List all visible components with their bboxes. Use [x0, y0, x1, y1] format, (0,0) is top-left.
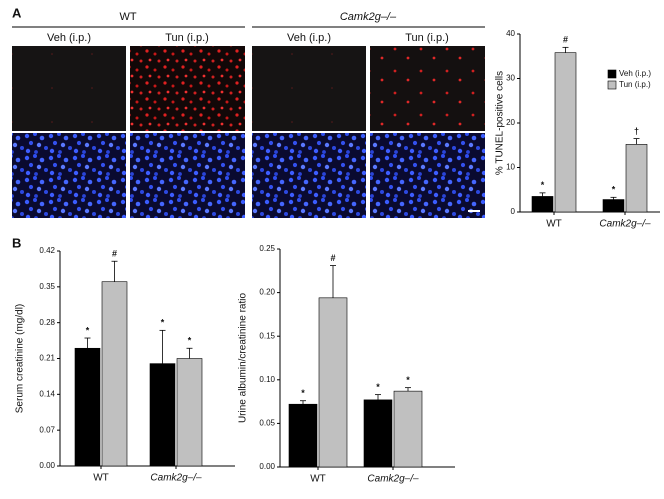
y-axis-title: % TUNEL-positive cells — [495, 71, 506, 175]
y-tick-label: 0.15 — [259, 331, 275, 340]
x-tick-label: Camk2g–/– — [150, 473, 202, 484]
bar — [393, 390, 423, 468]
bar — [74, 347, 101, 467]
legend-swatch — [607, 69, 617, 79]
significance-marker: * — [541, 180, 545, 190]
x-tick-label: WT — [546, 219, 562, 230]
x-tick-label: WT — [93, 473, 109, 484]
bar — [531, 196, 554, 213]
x-tick-label: Camk2g–/– — [599, 219, 651, 230]
condition-label: Veh (i.p.) — [47, 32, 91, 44]
significance-marker: * — [406, 375, 410, 385]
y-tick-label: 40 — [506, 29, 515, 38]
significance-marker: † — [634, 126, 639, 136]
group-label: Camk2g–/– — [340, 11, 397, 23]
micrograph — [370, 133, 485, 218]
y-tick-label: 0.00 — [259, 462, 275, 471]
x-tick-label: WT — [310, 474, 326, 485]
y-tick-label: 0.05 — [259, 419, 275, 428]
y-tick-label: 0 — [511, 207, 516, 216]
significance-marker: * — [376, 382, 380, 392]
bar — [554, 52, 577, 213]
significance-marker: # — [563, 35, 568, 45]
bar — [625, 144, 648, 213]
micrograph — [12, 46, 126, 131]
group-label: WT — [119, 11, 136, 23]
y-axis-title: Urine albumin/creatinine ratio — [238, 293, 249, 424]
significance-marker: # — [112, 249, 117, 259]
significance-marker: * — [301, 388, 305, 398]
significance-marker: * — [86, 325, 90, 335]
condition-label: Veh (i.p.) — [287, 32, 331, 44]
y-tick-label: 0.35 — [39, 282, 55, 291]
y-tick-label: 20 — [506, 118, 515, 127]
significance-marker: * — [612, 185, 616, 195]
y-tick-label: 0.21 — [39, 354, 55, 363]
micrograph — [252, 46, 366, 131]
significance-marker: # — [330, 253, 335, 263]
y-tick-label: 0.14 — [39, 389, 55, 398]
y-tick-label: 0.20 — [259, 288, 275, 297]
y-tick-label: 10 — [506, 163, 515, 172]
condition-label: Tun (i.p.) — [405, 32, 449, 44]
condition-label: Tun (i.p.) — [165, 32, 209, 44]
y-tick-label: 0.25 — [259, 244, 275, 253]
micrograph — [252, 133, 366, 218]
scale-bar — [468, 210, 480, 212]
y-tick-label: 0.07 — [39, 425, 55, 434]
bar — [318, 297, 348, 468]
y-tick-label: 30 — [506, 74, 515, 83]
y-tick-label: 0.00 — [39, 461, 55, 470]
bar — [176, 358, 203, 467]
significance-marker: * — [161, 318, 165, 328]
bar — [149, 363, 176, 467]
y-tick-label: 0.10 — [259, 375, 275, 384]
micrograph — [12, 133, 126, 218]
panel-label: B — [12, 235, 21, 250]
legend-label: Tun (i.p.) — [619, 80, 651, 89]
y-tick-label: 0.42 — [39, 246, 55, 255]
legend-label: Veh (i.p.) — [619, 69, 651, 78]
micrograph — [130, 46, 245, 131]
panel-label: A — [12, 5, 22, 20]
significance-marker: * — [188, 336, 192, 346]
bar — [101, 281, 128, 467]
bar — [602, 199, 625, 213]
x-tick-label: Camk2g–/– — [367, 474, 419, 485]
bar — [363, 399, 393, 468]
micrograph — [370, 46, 485, 131]
bar — [288, 403, 318, 468]
legend-swatch — [607, 80, 617, 90]
micrograph — [130, 133, 245, 218]
y-tick-label: 0.28 — [39, 318, 55, 327]
y-axis-title: Serum creatinine (mg/dl) — [15, 304, 26, 413]
